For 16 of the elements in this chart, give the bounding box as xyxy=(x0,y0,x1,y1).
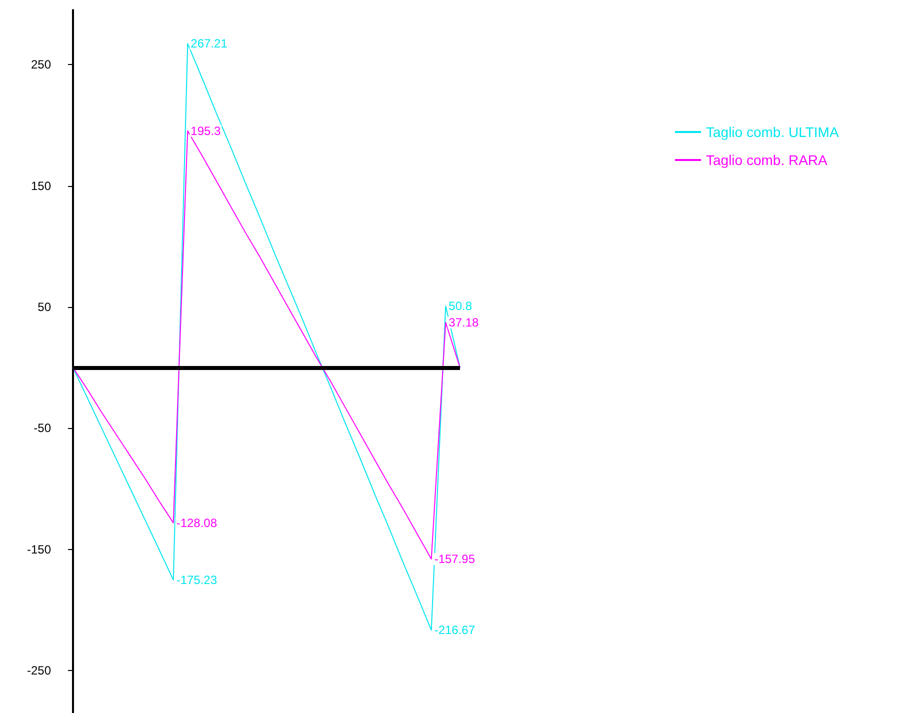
data-label: 195.3 xyxy=(190,124,222,138)
data-label: -216.67 xyxy=(434,623,476,638)
y-tick-label: 50 xyxy=(38,300,52,314)
y-tick-label: -150 xyxy=(26,542,52,556)
y-tick-label: 250 xyxy=(30,58,52,72)
legend-label: Taglio comb. ULTIMA xyxy=(706,124,840,140)
data-label: -175.23 xyxy=(176,572,218,587)
data-label: 267.21 xyxy=(190,36,228,51)
data-label: 37.18 xyxy=(448,315,480,330)
data-label: -157.95 xyxy=(434,552,476,566)
data-label: -128.08 xyxy=(176,516,218,530)
y-tick-label: -50 xyxy=(34,421,52,436)
y-tick-label: -250 xyxy=(26,664,52,678)
data-label: 50.8 xyxy=(448,298,472,313)
y-tick-label: 150 xyxy=(30,178,52,193)
legend-label: Taglio comb. RARA xyxy=(706,152,828,168)
